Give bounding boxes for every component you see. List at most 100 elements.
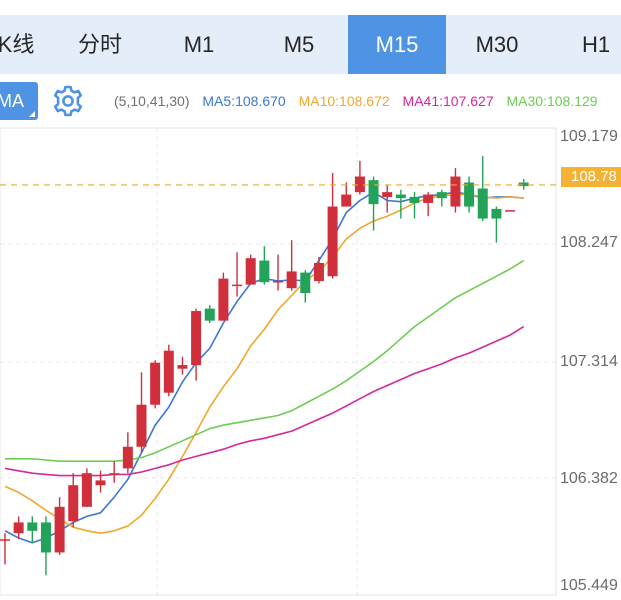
candle <box>259 246 270 285</box>
candle-body <box>313 262 324 282</box>
indicator-select-button[interactable]: MA <box>0 82 38 120</box>
candle <box>40 516 51 576</box>
candle <box>54 497 65 555</box>
candle <box>191 308 202 381</box>
candle <box>313 256 324 284</box>
timeframe-tabs: K线 分时 M1 M5 M15 M30 H1 <box>0 15 621 74</box>
candle-body <box>95 480 106 486</box>
candle-body <box>40 522 51 553</box>
candle <box>136 372 147 453</box>
tab-m5[interactable]: M5 <box>283 32 315 57</box>
candle-body <box>286 271 297 289</box>
candle-body <box>68 485 79 522</box>
candle <box>163 344 174 397</box>
tab-h1[interactable]: H1 <box>581 32 611 57</box>
candle <box>150 360 161 409</box>
candle-body <box>177 365 188 369</box>
candle-body <box>273 281 283 283</box>
candle-body <box>450 176 461 207</box>
candle <box>368 176 379 231</box>
price-tick: 106.382 <box>560 470 618 487</box>
candle <box>109 461 120 483</box>
grid-lines <box>0 128 556 595</box>
candle-body <box>423 194 434 203</box>
candle-body <box>464 182 475 207</box>
candle <box>95 470 106 493</box>
candle <box>13 516 24 540</box>
legend-ma41: MA41:107.627 <box>402 93 494 109</box>
candle-body <box>259 260 270 283</box>
candle-body <box>245 258 256 285</box>
candle-body <box>436 192 447 199</box>
ma-line-ma41 <box>4 325 525 477</box>
legend-ma30: MA30:108.129 <box>506 93 598 109</box>
gear-icon[interactable] <box>50 84 86 118</box>
candle <box>122 432 133 474</box>
candle-body <box>150 362 161 405</box>
candle-body <box>136 404 147 447</box>
candle-body <box>368 180 379 205</box>
legend-params: (5,10,41,30) <box>114 93 190 109</box>
candle-body <box>204 308 215 321</box>
candle-body <box>327 206 338 277</box>
candle-body <box>0 539 10 541</box>
dropdown-corner-icon <box>29 111 35 117</box>
candle <box>477 156 488 221</box>
candle <box>68 473 79 528</box>
candle-body <box>13 522 24 534</box>
candle-body <box>27 522 38 531</box>
candles <box>0 156 529 576</box>
tab-timeshare[interactable]: 分时 <box>77 32 122 57</box>
candle <box>0 533 10 565</box>
candle <box>518 178 529 190</box>
candle <box>327 172 338 279</box>
candle <box>341 182 352 207</box>
candle-body <box>382 192 393 197</box>
price-tick: 107.314 <box>560 353 618 370</box>
candle <box>204 305 215 324</box>
candle-body <box>163 350 174 393</box>
ma-legend: (5,10,41,30) MA5:108.670 MA10:108.672 MA… <box>114 93 607 109</box>
candle-body <box>300 272 311 294</box>
candle-body <box>477 188 488 219</box>
candle <box>232 252 243 297</box>
candle <box>491 206 502 243</box>
candle-body <box>505 210 516 212</box>
candle <box>273 254 283 291</box>
candle-body <box>341 194 352 207</box>
tab-kline[interactable]: K线 <box>0 32 35 57</box>
candle <box>300 270 311 303</box>
candle <box>464 176 475 213</box>
candle-body <box>218 278 229 321</box>
candle-body <box>354 176 365 193</box>
candle <box>177 356 188 375</box>
candle-body <box>395 194 406 199</box>
candle-body <box>191 311 202 366</box>
tab-m1[interactable]: M1 <box>183 32 215 57</box>
candle <box>505 210 516 212</box>
price-tick: 108.247 <box>560 234 618 251</box>
candle <box>27 516 38 543</box>
candle <box>423 192 434 217</box>
candle <box>436 189 447 207</box>
candle <box>409 192 420 219</box>
candle-body <box>109 473 120 475</box>
price-tick: 105.449 <box>560 577 618 594</box>
candle-body <box>54 506 65 553</box>
candle-body <box>409 196 420 203</box>
candle <box>450 168 461 213</box>
candle <box>81 468 92 507</box>
candle <box>286 240 297 291</box>
candle <box>218 272 229 321</box>
current-price-badge: 108.78 <box>561 167 621 187</box>
legend-ma10: MA10:108.672 <box>298 93 390 109</box>
candle <box>354 160 365 195</box>
tab-m15[interactable]: M15 <box>348 15 446 74</box>
candle-body <box>232 284 243 287</box>
candle <box>395 189 406 219</box>
candle-body <box>81 473 92 507</box>
price-tick: 109.179 <box>560 128 618 145</box>
tab-m30[interactable]: M30 <box>475 32 519 57</box>
indicator-label: MA <box>0 91 24 111</box>
